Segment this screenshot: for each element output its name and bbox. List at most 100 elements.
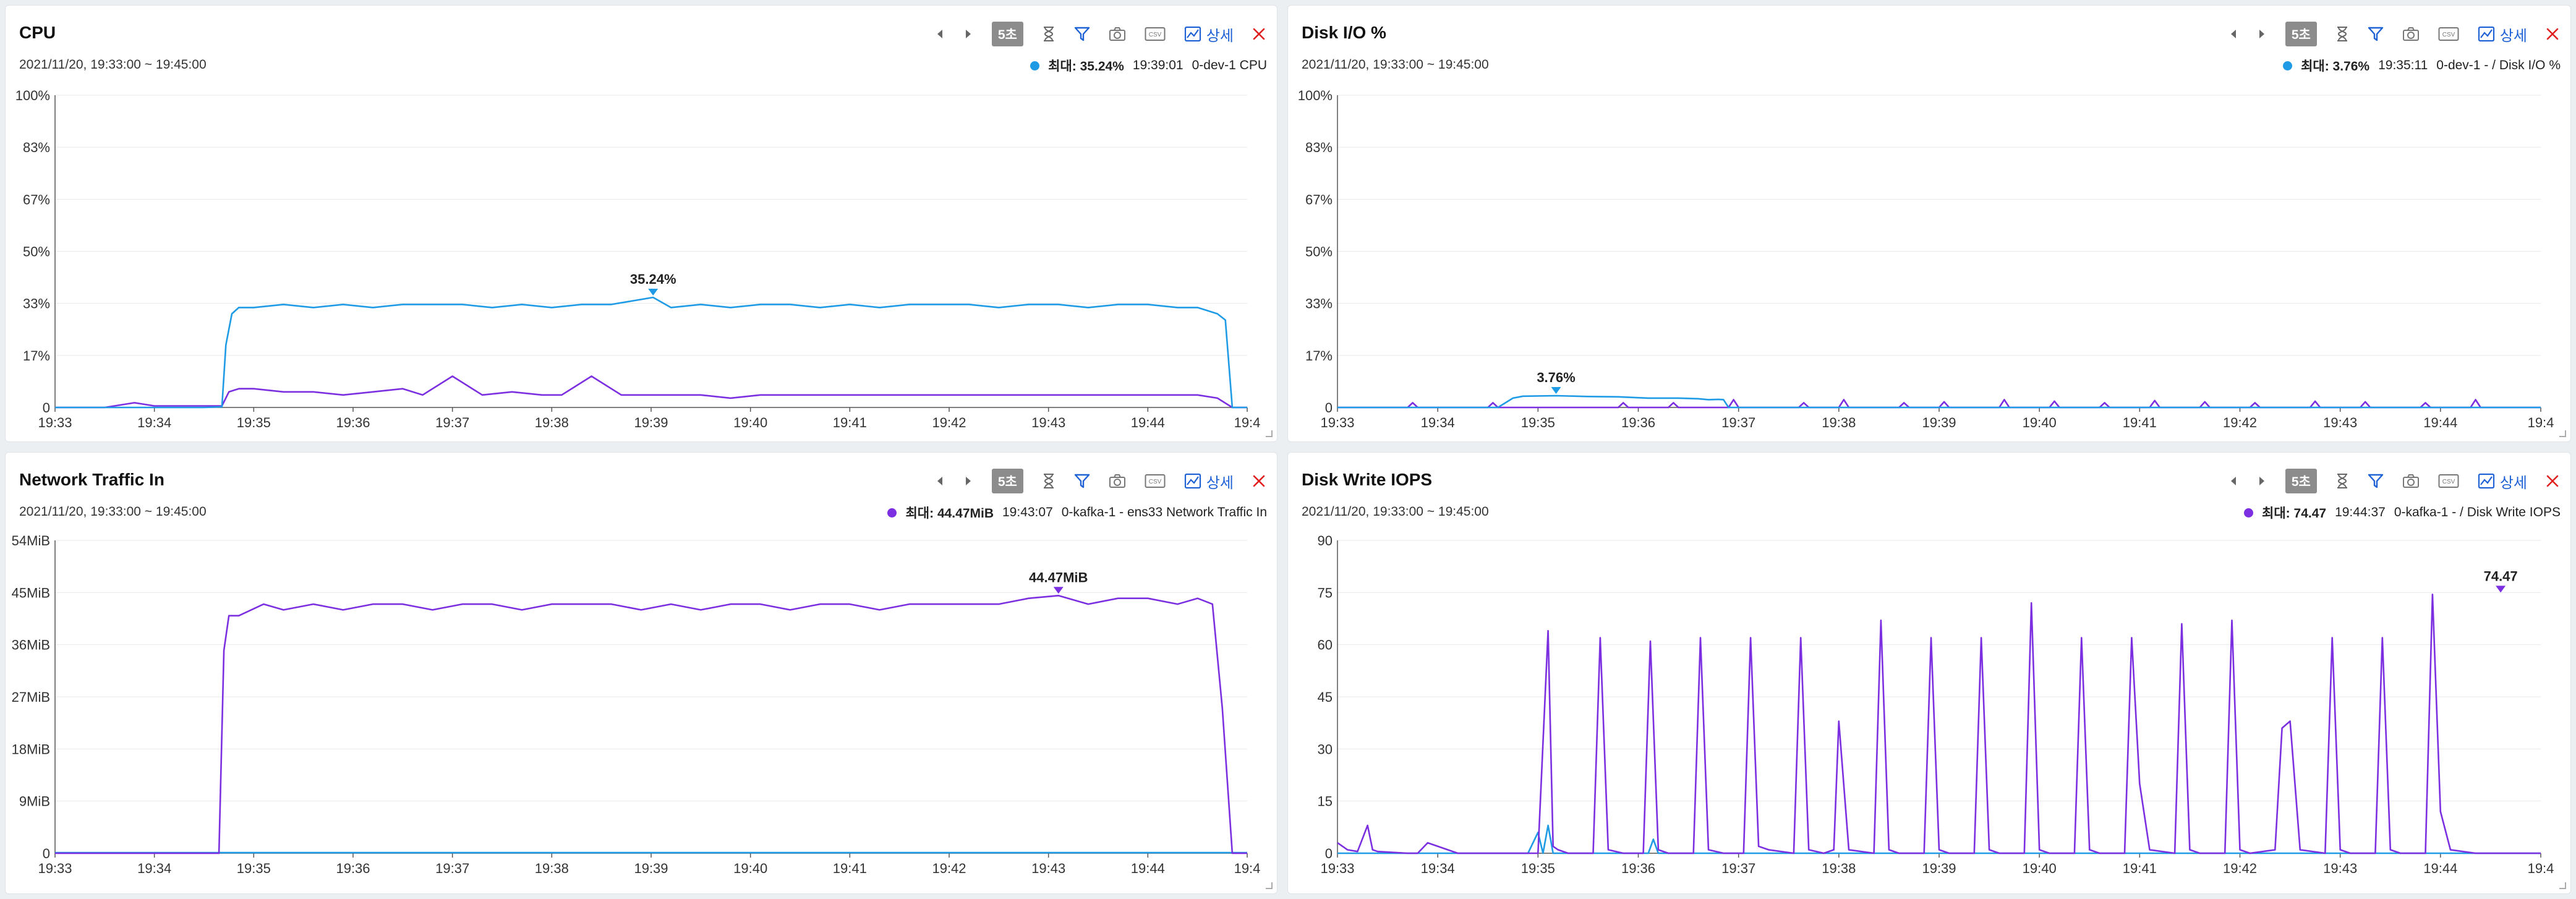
y-tick-label: 54MiB	[12, 533, 50, 548]
speed-badge[interactable]: 5초	[2285, 22, 2317, 46]
x-tick-label: 19:4	[2528, 415, 2554, 430]
peak-label: 44.47MiB	[1029, 569, 1088, 585]
legend: 최대: 3.76% 19:35:11 0-dev-1 - / Disk I/O %	[2283, 56, 2561, 75]
legend-dot	[2283, 61, 2293, 70]
x-tick-label: 19:34	[137, 861, 171, 876]
peak-label: 35.24%	[630, 271, 676, 287]
x-tick-label: 19:33	[38, 415, 72, 430]
filter-icon[interactable]	[1074, 473, 1090, 489]
x-tick-label: 19:35	[1521, 415, 1555, 430]
prev-icon[interactable]	[2228, 475, 2238, 487]
svg-text:CSV: CSV	[2442, 479, 2455, 485]
prev-icon[interactable]	[935, 475, 945, 487]
x-tick-label: 19:38	[535, 861, 569, 876]
series-line-1	[1337, 594, 2541, 854]
y-tick-label: 36MiB	[12, 637, 50, 653]
filter-icon[interactable]	[1074, 26, 1090, 42]
filter-icon[interactable]	[2368, 26, 2384, 42]
legend-series: 0-kafka-1 - ens33 Network Traffic In	[1061, 505, 1267, 519]
y-tick-label: 67%	[23, 192, 50, 207]
close-icon[interactable]	[2546, 474, 2559, 488]
x-tick-label: 19:38	[535, 415, 569, 430]
close-icon[interactable]	[1252, 474, 1266, 488]
close-icon[interactable]	[1252, 27, 1266, 41]
panel-network-traffic-in: 0 9MiB 18MiB 27MiB 36MiB 45MiB 54MiB 19:33 19:34…	[5, 452, 1277, 894]
detail-button[interactable]: 상세	[2478, 471, 2527, 492]
resize-handle[interactable]	[1263, 428, 1273, 438]
prev-icon[interactable]	[2228, 28, 2238, 40]
camera-icon[interactable]	[2402, 474, 2420, 488]
camera-icon[interactable]	[1109, 27, 1126, 41]
detail-button[interactable]: 상세	[1184, 471, 1234, 492]
detail-label: 상세	[1206, 474, 1234, 492]
csv-icon[interactable]: CSV	[1145, 27, 1166, 41]
csv-icon[interactable]: CSV	[2438, 474, 2459, 488]
next-icon[interactable]	[2257, 28, 2267, 40]
x-tick-label: 19:44	[2423, 861, 2457, 876]
y-tick-label: 17%	[23, 348, 50, 364]
svg-text:CSV: CSV	[1149, 32, 1162, 38]
line-chart: 0 15 30 45 60 75 90 19:33 19:34 19:35 19:36 19:37 19…	[1318, 533, 2554, 876]
x-tick-label: 19:40	[733, 415, 767, 430]
y-tick-label: 0	[1325, 400, 1333, 415]
detail-button[interactable]: 상세	[1184, 23, 1234, 45]
x-tick-label: 19:34	[1421, 415, 1455, 430]
series-line-2	[1337, 399, 2541, 409]
y-tick-label: 0	[1325, 846, 1333, 861]
legend: 최대: 44.47MiB 19:43:07 0-kafka-1 - ens33 Ne…	[887, 503, 1267, 522]
resize-handle[interactable]	[2557, 880, 2567, 890]
panel-title: Disk I/O %	[1302, 23, 1386, 42]
legend-max: 최대: 44.47MiB	[905, 506, 994, 521]
hourglass-icon[interactable]	[1042, 26, 1056, 42]
resize-handle[interactable]	[1263, 880, 1273, 890]
legend-time: 19:44:37	[2335, 505, 2386, 519]
legend-series: 0-dev-1 - / Disk I/O %	[2436, 58, 2561, 72]
hourglass-icon[interactable]	[2335, 473, 2349, 489]
camera-icon[interactable]	[1109, 474, 1126, 488]
next-icon[interactable]	[963, 28, 973, 40]
speed-badge[interactable]: 5초	[991, 469, 1023, 493]
hourglass-icon[interactable]	[1042, 473, 1056, 489]
speed-badge[interactable]: 5초	[991, 22, 1023, 46]
x-tick-label: 19:38	[1822, 415, 1856, 430]
speed-badge[interactable]: 5초	[2285, 469, 2317, 493]
legend-series: 0-dev-1 CPU	[1192, 58, 1267, 72]
y-tick-label: 67%	[1305, 192, 1333, 207]
y-tick-label: 83%	[23, 140, 50, 155]
x-tick-label: 19:42	[932, 861, 966, 876]
filter-icon[interactable]	[2368, 473, 2384, 489]
close-icon[interactable]	[2546, 27, 2559, 41]
y-tick-label: 90	[1318, 533, 1333, 548]
y-tick-label: 0	[43, 846, 50, 861]
csv-icon[interactable]: CSV	[1145, 474, 1166, 488]
y-tick-label: 9MiB	[19, 794, 50, 809]
prev-icon[interactable]	[935, 28, 945, 40]
legend-dot	[887, 508, 897, 518]
line-chart: 0 17% 33% 50% 67% 83% 100% 19:33 19:34 19:35 19:36…	[15, 88, 1261, 430]
x-tick-label: 19:44	[1131, 861, 1165, 876]
panel-cpu: 0 17% 33% 50% 67% 83% 100% 19:33 19:34 19:35 19:36…	[5, 5, 1277, 442]
time-range: 2021/11/20, 19:33:00 ~ 19:45:00	[19, 505, 207, 519]
x-tick-label: 19:43	[2323, 861, 2357, 876]
x-tick-label: 19:35	[237, 415, 271, 430]
resize-handle[interactable]	[2557, 428, 2567, 438]
next-icon[interactable]	[2257, 475, 2267, 487]
x-tick-label: 19:42	[2223, 861, 2257, 876]
camera-icon[interactable]	[2402, 27, 2420, 41]
csv-icon[interactable]: CSV	[2438, 27, 2459, 41]
detail-button[interactable]: 상세	[2478, 23, 2527, 45]
legend-max: 최대: 74.47	[2262, 506, 2327, 521]
x-tick-label: 19:37	[1721, 861, 1755, 876]
y-tick-label: 50%	[23, 244, 50, 260]
next-icon[interactable]	[963, 475, 973, 487]
hourglass-icon[interactable]	[2335, 26, 2349, 42]
y-tick-label: 100%	[15, 88, 50, 103]
series-line-2	[1337, 824, 2541, 854]
x-tick-label: 19:35	[1521, 861, 1555, 876]
y-tick-label: 83%	[1305, 140, 1333, 155]
y-tick-label: 15	[1318, 794, 1333, 809]
detail-label: 상세	[1206, 27, 1234, 45]
panel-disk-io: 0 17% 33% 50% 67% 83% 100% 19:33 19:34 19:35 19:36…	[1287, 5, 2571, 442]
x-tick-label: 19:41	[2123, 861, 2157, 876]
detail-label: 상세	[2499, 27, 2527, 45]
